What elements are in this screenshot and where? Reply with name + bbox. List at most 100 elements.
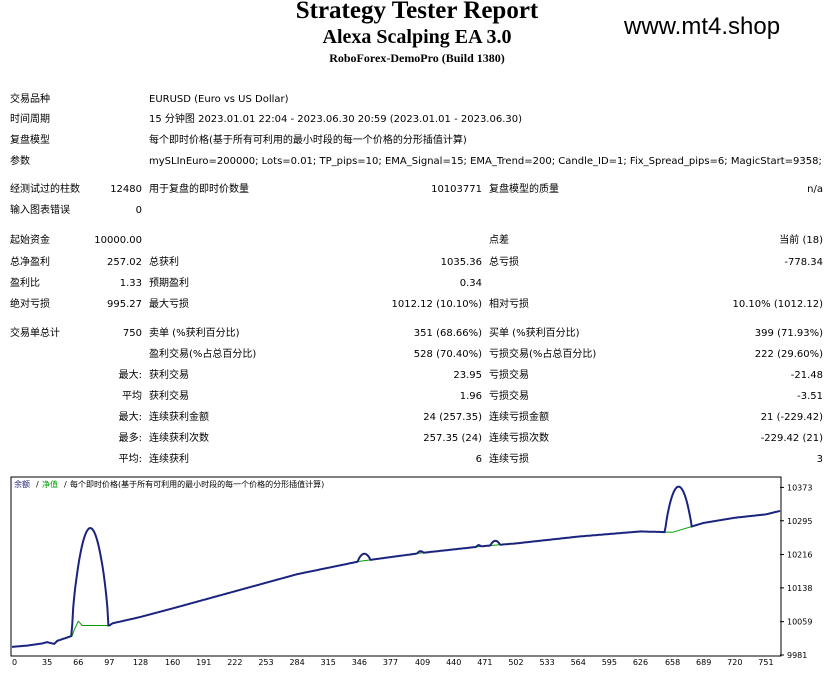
max-consecutive-profit-value: 257.35 (24): [423, 433, 482, 444]
short-positions-value: 351 (68.66%): [413, 328, 482, 339]
x-tick-label-24: 751: [758, 658, 773, 667]
largest-profit-value: 23.95: [453, 370, 482, 381]
ticks-value: 10103771: [431, 184, 482, 195]
y-tick-label-2: 10138: [787, 584, 812, 593]
x-tick-label-12: 377: [383, 658, 398, 667]
maximum-label: 最大:: [118, 412, 142, 423]
largest-loss-label: 亏损交易: [489, 370, 529, 381]
x-tick-label-23: 720: [727, 658, 742, 667]
total-trades-label: 交易单总计: [10, 328, 60, 339]
x-tick-label-5: 160: [165, 658, 180, 667]
most-label: 最多:: [118, 433, 142, 444]
balance-chart: 余额 / 净值 / 每个即时价格(基于所有可利用的最小时段的每一个价格的分形插值…: [10, 474, 824, 675]
max-drawdown-value: 1012.12 (10.10%): [391, 299, 482, 310]
deposit-label: 起始资金: [10, 235, 50, 246]
avg-consecutive-losses-value: 3: [816, 454, 823, 465]
gross-profit-value: 1035.36: [440, 257, 482, 268]
y-tick-label-3: 10216: [787, 551, 812, 560]
average-profit-value: 1.96: [459, 391, 482, 402]
period-label: 时间周期: [10, 114, 50, 125]
params-value: mySLInEuro=200000; Lots=0.01; TP_pips=10…: [149, 156, 822, 167]
x-tick-label-1: 35: [42, 658, 52, 667]
legend-sep-2: /: [64, 480, 67, 489]
long-positions-label: 买单 (%获利百分比): [489, 328, 580, 339]
legend-sep-1: /: [36, 480, 39, 489]
model-label: 复盘模型: [10, 135, 50, 146]
ticks-label: 用于复盘的即时价数量: [149, 184, 249, 195]
average-loss-value: -3.51: [797, 391, 823, 402]
y-tick-label-0: 9981: [787, 651, 807, 660]
x-tick-label-17: 533: [539, 658, 554, 667]
x-tick-label-7: 222: [227, 658, 242, 667]
average-consecutive-label: 平均:: [118, 454, 142, 465]
largest-label: 最大:: [118, 370, 142, 381]
profit-trades-value: 528 (70.40%): [413, 349, 482, 360]
loss-trades-label: 亏损交易(%占总百分比): [489, 349, 597, 360]
short-positions-label: 卖单 (%获利百分比): [149, 328, 240, 339]
relative-drawdown-label: 相对亏损: [489, 299, 529, 310]
gross-profit-label: 总获利: [149, 257, 179, 268]
symbol-label: 交易品种: [10, 94, 50, 105]
gross-loss-label: 总亏损: [489, 257, 519, 268]
symbol-value: EURUSD (Euro vs US Dollar): [149, 94, 289, 105]
max-consecutive-profit-label: 连续获利次数: [149, 433, 209, 444]
x-tick-label-22: 689: [696, 658, 711, 667]
largest-profit-label: 获利交易: [149, 370, 189, 381]
errors-label: 输入图表错误: [10, 205, 70, 216]
server-name: RoboForex-DemoPro (Build 1380): [329, 51, 505, 65]
x-tick-label-6: 191: [196, 658, 211, 667]
gross-loss-value: -778.34: [784, 257, 823, 268]
max-consecutive-loss-value: -229.42 (21): [760, 433, 823, 444]
net-profit-label: 总净盈利: [10, 257, 50, 268]
x-tick-label-10: 315: [321, 658, 336, 667]
x-tick-label-4: 128: [133, 658, 148, 667]
y-tick-label-1: 10059: [787, 618, 812, 627]
x-tick-label-18: 564: [571, 658, 586, 667]
x-tick-label-2: 66: [73, 658, 83, 667]
y-tick-label-5: 10373: [787, 483, 812, 492]
profit-factor-label: 盈利比: [10, 278, 40, 289]
profit-factor-value: 1.33: [119, 278, 142, 289]
period-value: 15 分钟图 2023.01.01 22:04 - 2023.06.30 20:…: [149, 114, 523, 125]
x-tick-label-0: 0: [12, 658, 17, 667]
total-trades-value: 750: [122, 328, 142, 339]
model-value: 每个即时价格(基于所有可利用的最小时段的每一个价格的分形插值计算): [149, 135, 467, 146]
x-tick-label-21: 658: [665, 658, 680, 667]
legend-equity: 净值: [42, 479, 58, 489]
net-profit-value: 257.02: [107, 257, 142, 268]
report-title: Strategy Tester Report: [295, 0, 539, 24]
avg-consecutive-losses-label: 连续亏损: [489, 454, 529, 465]
max-consecutive-loss-label: 连续亏损次数: [489, 433, 549, 444]
legend-model: 每个即时价格(基于所有可利用的最小时段的每一个价格的分形插值计算): [70, 479, 324, 489]
x-tick-label-9: 284: [289, 658, 304, 667]
profit-trades-label: 盈利交易(%占总百分比): [149, 349, 257, 360]
chart-legend: 余额 / 净值 / 每个即时价格(基于所有可利用的最小时段的每一个价格的分形插值…: [14, 479, 324, 489]
avg-consecutive-wins-label: 连续获利: [149, 454, 189, 465]
x-tick-label-15: 471: [477, 658, 492, 667]
spread-value: 当前 (18): [779, 235, 823, 246]
x-tick-label-19: 595: [602, 658, 617, 667]
x-tick-label-16: 502: [508, 658, 523, 667]
quality-label: 复盘模型的质量: [489, 184, 559, 195]
loss-trades-value: 222 (29.60%): [754, 349, 823, 360]
legend-balance: 余额: [14, 479, 30, 489]
bars-value: 12480: [110, 184, 142, 195]
spread-label: 点差: [489, 235, 509, 246]
expected-payoff-label: 预期盈利: [149, 278, 189, 289]
chart-plot-border: [10, 476, 782, 657]
x-tick-label-11: 346: [352, 658, 367, 667]
x-tick-label-14: 440: [446, 658, 461, 667]
x-tick-label-8: 253: [258, 658, 273, 667]
watermark: www.mt4.shop: [624, 13, 781, 40]
relative-drawdown-value: 10.10% (1012.12): [732, 299, 823, 310]
max-consecutive-wins-value: 24 (257.35): [423, 412, 482, 423]
errors-value: 0: [135, 205, 142, 216]
max-consecutive-losses-value: 21 (-229.42): [760, 412, 823, 423]
x-tick-label-3: 97: [104, 658, 114, 667]
quality-value: n/a: [807, 184, 823, 195]
expected-payoff-value: 0.34: [459, 278, 482, 289]
x-tick-label-20: 626: [633, 658, 648, 667]
largest-loss-value: -21.48: [790, 370, 823, 381]
absolute-drawdown-value: 995.27: [107, 299, 142, 310]
avg-consecutive-wins-value: 6: [475, 454, 482, 465]
